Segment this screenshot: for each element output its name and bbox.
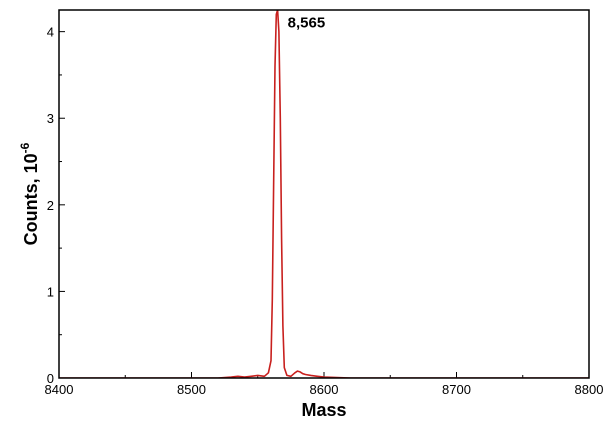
x-tick-label: 8600 (310, 382, 339, 397)
y-tick-label: 4 (47, 25, 54, 40)
plot-frame (58, 9, 590, 379)
x-tick-label: 8400 (45, 382, 74, 397)
y-axis-title-exponent: -6 (18, 142, 32, 153)
series-line (59, 10, 589, 378)
x-tick-label: 8500 (177, 382, 206, 397)
y-tick-label: 3 (47, 111, 54, 126)
annotations: 8,565 (288, 14, 326, 31)
peak-annotation: 8,565 (288, 14, 326, 31)
plot-area (59, 10, 589, 378)
y-tick-label: 2 (47, 198, 54, 213)
y-axis-title-main: Counts, 10 (21, 153, 41, 245)
y-tick-label: 0 (47, 371, 54, 386)
x-tick-label: 8700 (442, 382, 471, 397)
x-axis-ticks: 8400 8500 8600 8700 8800 (45, 372, 604, 397)
y-axis-title: Counts, 10-6 (18, 142, 41, 245)
x-tick-label: 8800 (575, 382, 604, 397)
x-axis-title: Mass (301, 400, 346, 420)
y-tick-label: 1 (47, 284, 54, 299)
